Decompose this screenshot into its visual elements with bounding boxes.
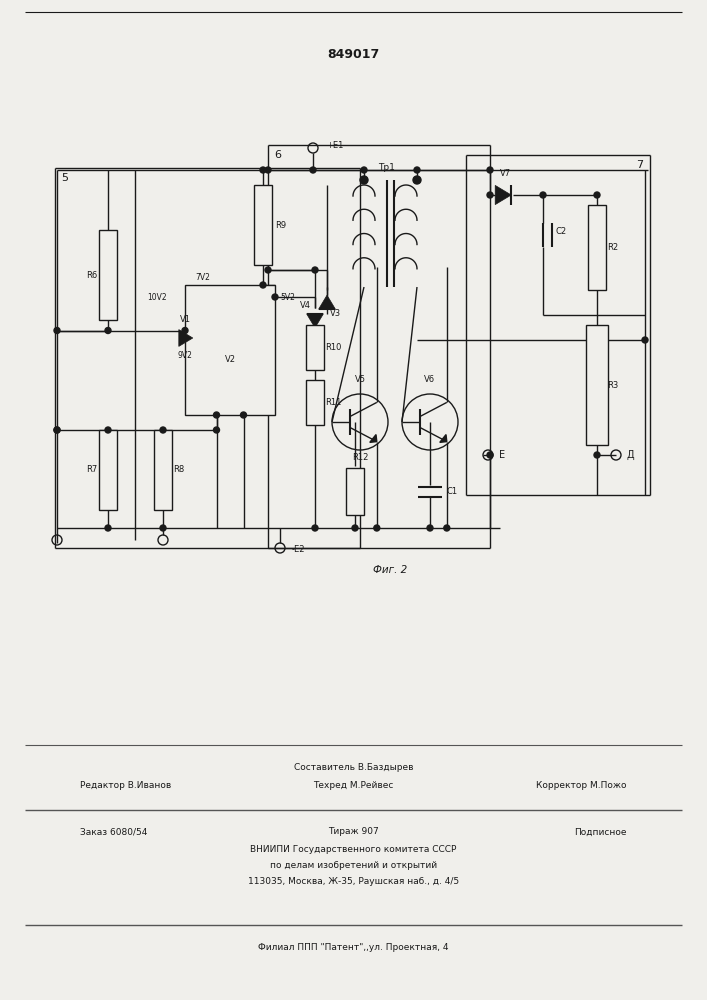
- Circle shape: [427, 525, 433, 531]
- Circle shape: [272, 294, 278, 300]
- Circle shape: [352, 525, 358, 531]
- Circle shape: [182, 328, 188, 334]
- Text: R8: R8: [173, 466, 185, 475]
- Text: -E2: -E2: [291, 546, 305, 554]
- Text: ВНИИПИ Государственного комитета СССР: ВНИИПИ Государственного комитета СССР: [250, 846, 457, 854]
- Text: Фиг. 2: Фиг. 2: [373, 565, 407, 575]
- Bar: [254, 185, 272, 265]
- Circle shape: [265, 167, 271, 173]
- Text: V3: V3: [329, 308, 341, 318]
- Text: V7: V7: [499, 168, 510, 178]
- Circle shape: [260, 167, 266, 173]
- Circle shape: [642, 337, 648, 343]
- Text: Техред М.Рейвес: Техред М.Рейвес: [313, 780, 394, 790]
- Circle shape: [360, 176, 368, 184]
- Text: Тираж 907: Тираж 907: [328, 828, 379, 836]
- Circle shape: [487, 452, 493, 458]
- Text: R7: R7: [86, 466, 98, 475]
- Bar: [99, 230, 117, 320]
- Text: V4: V4: [300, 300, 310, 310]
- Circle shape: [105, 328, 111, 334]
- Circle shape: [105, 427, 111, 433]
- Circle shape: [413, 176, 421, 184]
- Text: V6: V6: [424, 375, 436, 384]
- Text: C2: C2: [556, 228, 566, 236]
- Bar: [306, 380, 324, 425]
- Circle shape: [594, 452, 600, 458]
- Circle shape: [240, 412, 247, 418]
- Text: 6: 6: [274, 150, 281, 160]
- Circle shape: [214, 427, 219, 433]
- Text: по делам изобретений и открытий: по делам изобретений и открытий: [270, 861, 437, 870]
- Text: 849017: 849017: [327, 48, 380, 62]
- Text: E: E: [499, 450, 505, 460]
- Circle shape: [160, 525, 166, 531]
- Text: R6: R6: [86, 270, 98, 279]
- Text: R11: R11: [325, 398, 341, 407]
- Circle shape: [540, 192, 546, 198]
- Circle shape: [54, 328, 60, 334]
- Text: R12: R12: [352, 454, 368, 462]
- Text: Тр1: Тр1: [378, 162, 395, 172]
- Text: V2: V2: [225, 356, 235, 364]
- Bar: [99, 430, 117, 510]
- Circle shape: [312, 525, 318, 531]
- Text: 7V2: 7V2: [196, 272, 211, 282]
- Polygon shape: [319, 295, 335, 309]
- Circle shape: [160, 427, 166, 433]
- Text: Подписное: Подписное: [575, 828, 627, 836]
- Text: R10: R10: [325, 343, 341, 352]
- Circle shape: [374, 525, 380, 531]
- Bar: [154, 430, 172, 510]
- Bar: [346, 468, 364, 515]
- Circle shape: [444, 525, 450, 531]
- Circle shape: [265, 267, 271, 273]
- Circle shape: [487, 167, 493, 173]
- Circle shape: [54, 427, 60, 433]
- Text: R9: R9: [276, 221, 286, 230]
- Text: Корректор М.Пожо: Корректор М.Пожо: [537, 780, 627, 790]
- Text: Редактор В.Иванов: Редактор В.Иванов: [80, 780, 171, 790]
- Circle shape: [310, 167, 316, 173]
- Text: 5: 5: [62, 173, 69, 183]
- Circle shape: [105, 525, 111, 531]
- Bar: [185, 285, 275, 415]
- Polygon shape: [307, 314, 323, 328]
- Text: 9V2: 9V2: [177, 352, 192, 360]
- Text: V1: V1: [180, 316, 190, 324]
- Bar: [588, 205, 606, 290]
- Circle shape: [260, 282, 266, 288]
- Text: Составитель В.Баздырев: Составитель В.Баздырев: [293, 762, 414, 772]
- Text: V5: V5: [354, 375, 366, 384]
- Bar: [586, 325, 608, 445]
- Text: Д: Д: [626, 450, 633, 460]
- Circle shape: [214, 412, 219, 418]
- Polygon shape: [179, 330, 193, 346]
- Text: R2: R2: [607, 243, 619, 252]
- Text: 7: 7: [636, 160, 643, 170]
- Text: Филиал ППП "Патент",,ул. Проектная, 4: Филиал ППП "Патент",,ул. Проектная, 4: [258, 942, 449, 952]
- Text: 113035, Москва, Ж-35, Раушская наб., д. 4/5: 113035, Москва, Ж-35, Раушская наб., д. …: [248, 878, 459, 886]
- Circle shape: [312, 267, 318, 273]
- Text: 10V2: 10V2: [147, 292, 167, 302]
- Text: 5V2: 5V2: [280, 292, 295, 302]
- Circle shape: [594, 192, 600, 198]
- Polygon shape: [440, 435, 447, 442]
- Text: +E1: +E1: [327, 140, 344, 149]
- Text: C1: C1: [446, 488, 457, 496]
- Circle shape: [361, 167, 367, 173]
- Circle shape: [487, 192, 493, 198]
- Circle shape: [54, 427, 60, 433]
- Bar: [306, 325, 324, 370]
- Polygon shape: [370, 435, 377, 442]
- Circle shape: [414, 167, 420, 173]
- Polygon shape: [495, 185, 511, 205]
- Text: R3: R3: [607, 380, 619, 389]
- Text: Заказ 6080/54: Заказ 6080/54: [80, 828, 147, 836]
